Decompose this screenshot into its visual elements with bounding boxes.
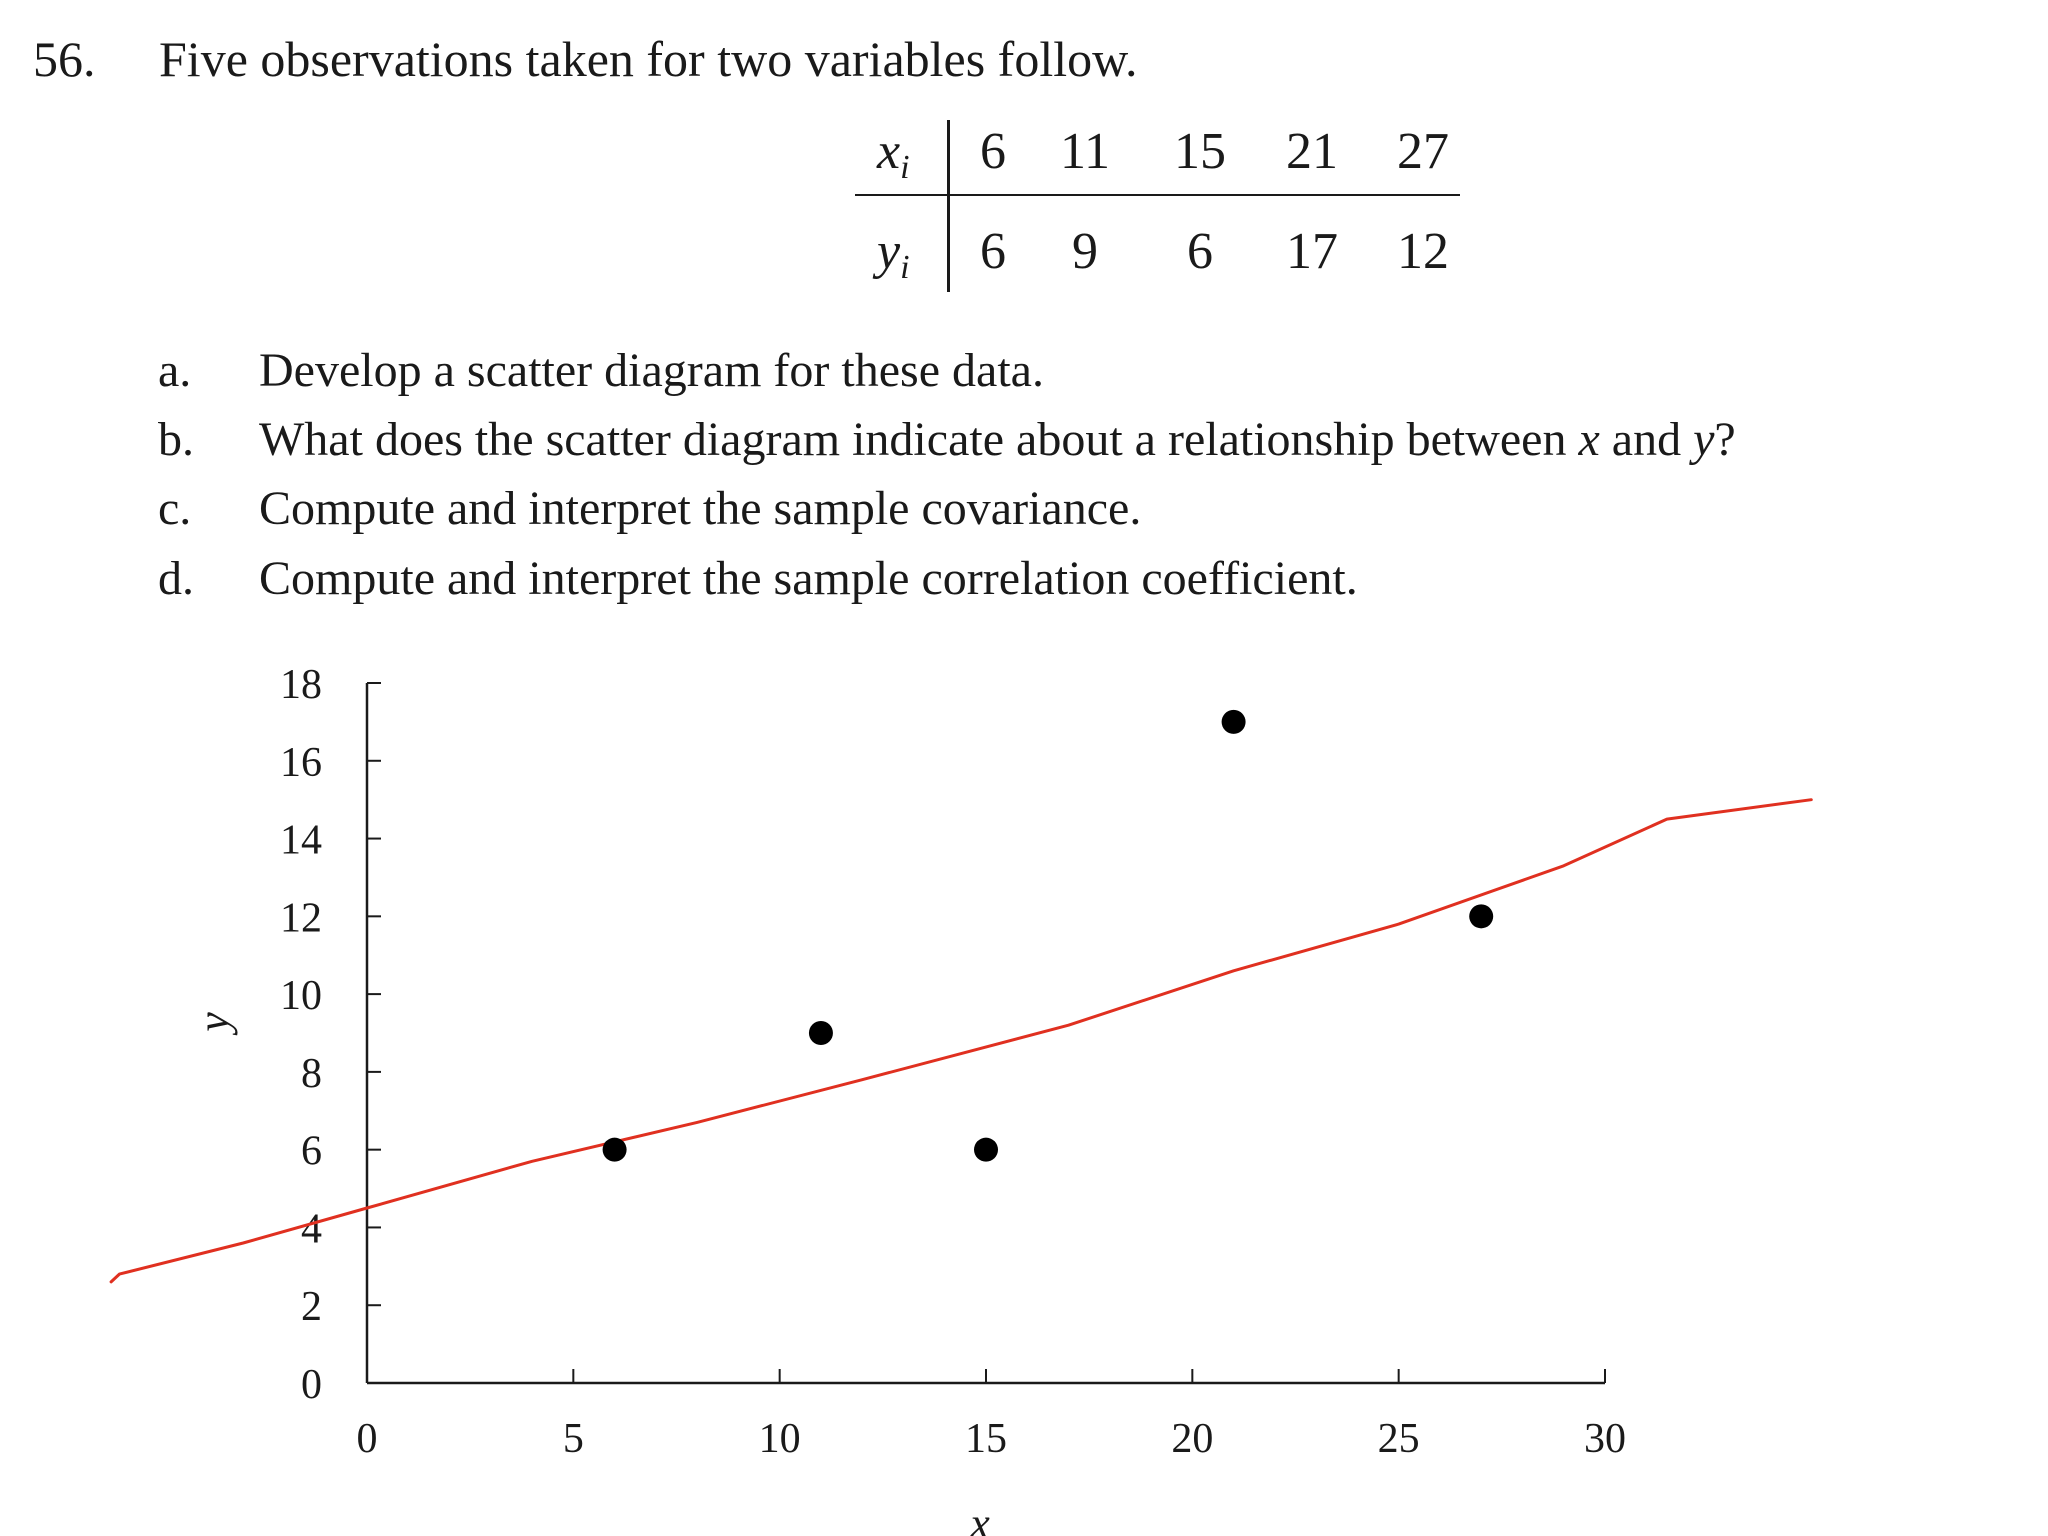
y-tick-label: 16 xyxy=(280,740,322,786)
data-table: xi yi 6 11 15 21 27 6 9 6 17 12 xyxy=(855,112,1460,292)
y-tick-label: 18 xyxy=(280,662,322,708)
x-tick-label: 5 xyxy=(563,1416,584,1462)
table-x-cell: 11 xyxy=(1059,123,1111,180)
table-y-cell: 17 xyxy=(1286,223,1338,280)
part-a-letter: a. xyxy=(158,344,192,397)
table-y-cell: 6 xyxy=(980,223,1006,280)
table-x-cell: 21 xyxy=(1286,123,1338,180)
x-tick-label: 10 xyxy=(759,1416,801,1462)
table-x-cell: 6 xyxy=(980,123,1006,180)
data-point xyxy=(808,1021,833,1045)
y-axis-label: y xyxy=(189,1012,238,1036)
table-x-cell: 15 xyxy=(1174,123,1226,180)
part-a-text: Develop a scatter diagram for these data… xyxy=(259,344,1044,397)
table-horizontal-rule xyxy=(855,194,1460,196)
y-tick-label: 4 xyxy=(301,1206,322,1252)
part-d-text: Compute and interpret the sample correla… xyxy=(259,552,1358,605)
x-tick-label: 15 xyxy=(965,1416,1007,1462)
table-vertical-rule xyxy=(947,120,950,292)
part-c-letter: c. xyxy=(158,482,192,535)
table-y-cell: 12 xyxy=(1397,223,1449,280)
problem-number: 56. xyxy=(33,31,96,87)
data-point xyxy=(1221,709,1246,734)
table-y-row-label: yi xyxy=(877,223,910,286)
table-y-cell: 9 xyxy=(1072,223,1098,280)
y-tick-label: 0 xyxy=(301,1362,322,1408)
x-tick-label: 30 xyxy=(1584,1416,1626,1462)
data-point xyxy=(974,1137,998,1162)
data-point xyxy=(602,1137,627,1162)
y-tick-label: 2 xyxy=(301,1284,322,1330)
table-y-cell: 6 xyxy=(1187,223,1213,280)
part-c-text: Compute and interpret the sample covaria… xyxy=(259,482,1142,535)
x-axis-label: x xyxy=(969,1499,990,1536)
y-tick-label: 10 xyxy=(280,973,322,1019)
table-x-cell: 27 xyxy=(1397,123,1449,180)
chart-points xyxy=(602,709,1494,1162)
handdrawn-trend-line xyxy=(109,798,1813,1284)
x-tick-label: 20 xyxy=(1171,1416,1213,1462)
y-tick-label: 6 xyxy=(301,1129,322,1175)
x-tick-label: 25 xyxy=(1378,1416,1420,1462)
y-tick-label: 12 xyxy=(280,895,322,941)
y-tick-label: 8 xyxy=(301,1051,322,1097)
chart-trend-layer xyxy=(109,798,1813,1284)
part-d-letter: d. xyxy=(158,552,194,605)
problem-statement: Five observations taken for two variable… xyxy=(159,31,1138,87)
data-point xyxy=(1469,904,1494,929)
table-x-row-label: xi xyxy=(877,123,910,186)
chart-ticks: 0 2 4 6 8 10 12 14 16 18 0 5 10 15 20 25 30 xyxy=(280,662,1626,1462)
part-b-text: What does the scatter diagram indicate a… xyxy=(259,413,1736,466)
part-b-letter: b. xyxy=(158,413,194,466)
y-tick-label: 14 xyxy=(280,818,322,864)
chart-axes xyxy=(365,683,1605,1385)
x-tick-label: 0 xyxy=(357,1416,378,1462)
